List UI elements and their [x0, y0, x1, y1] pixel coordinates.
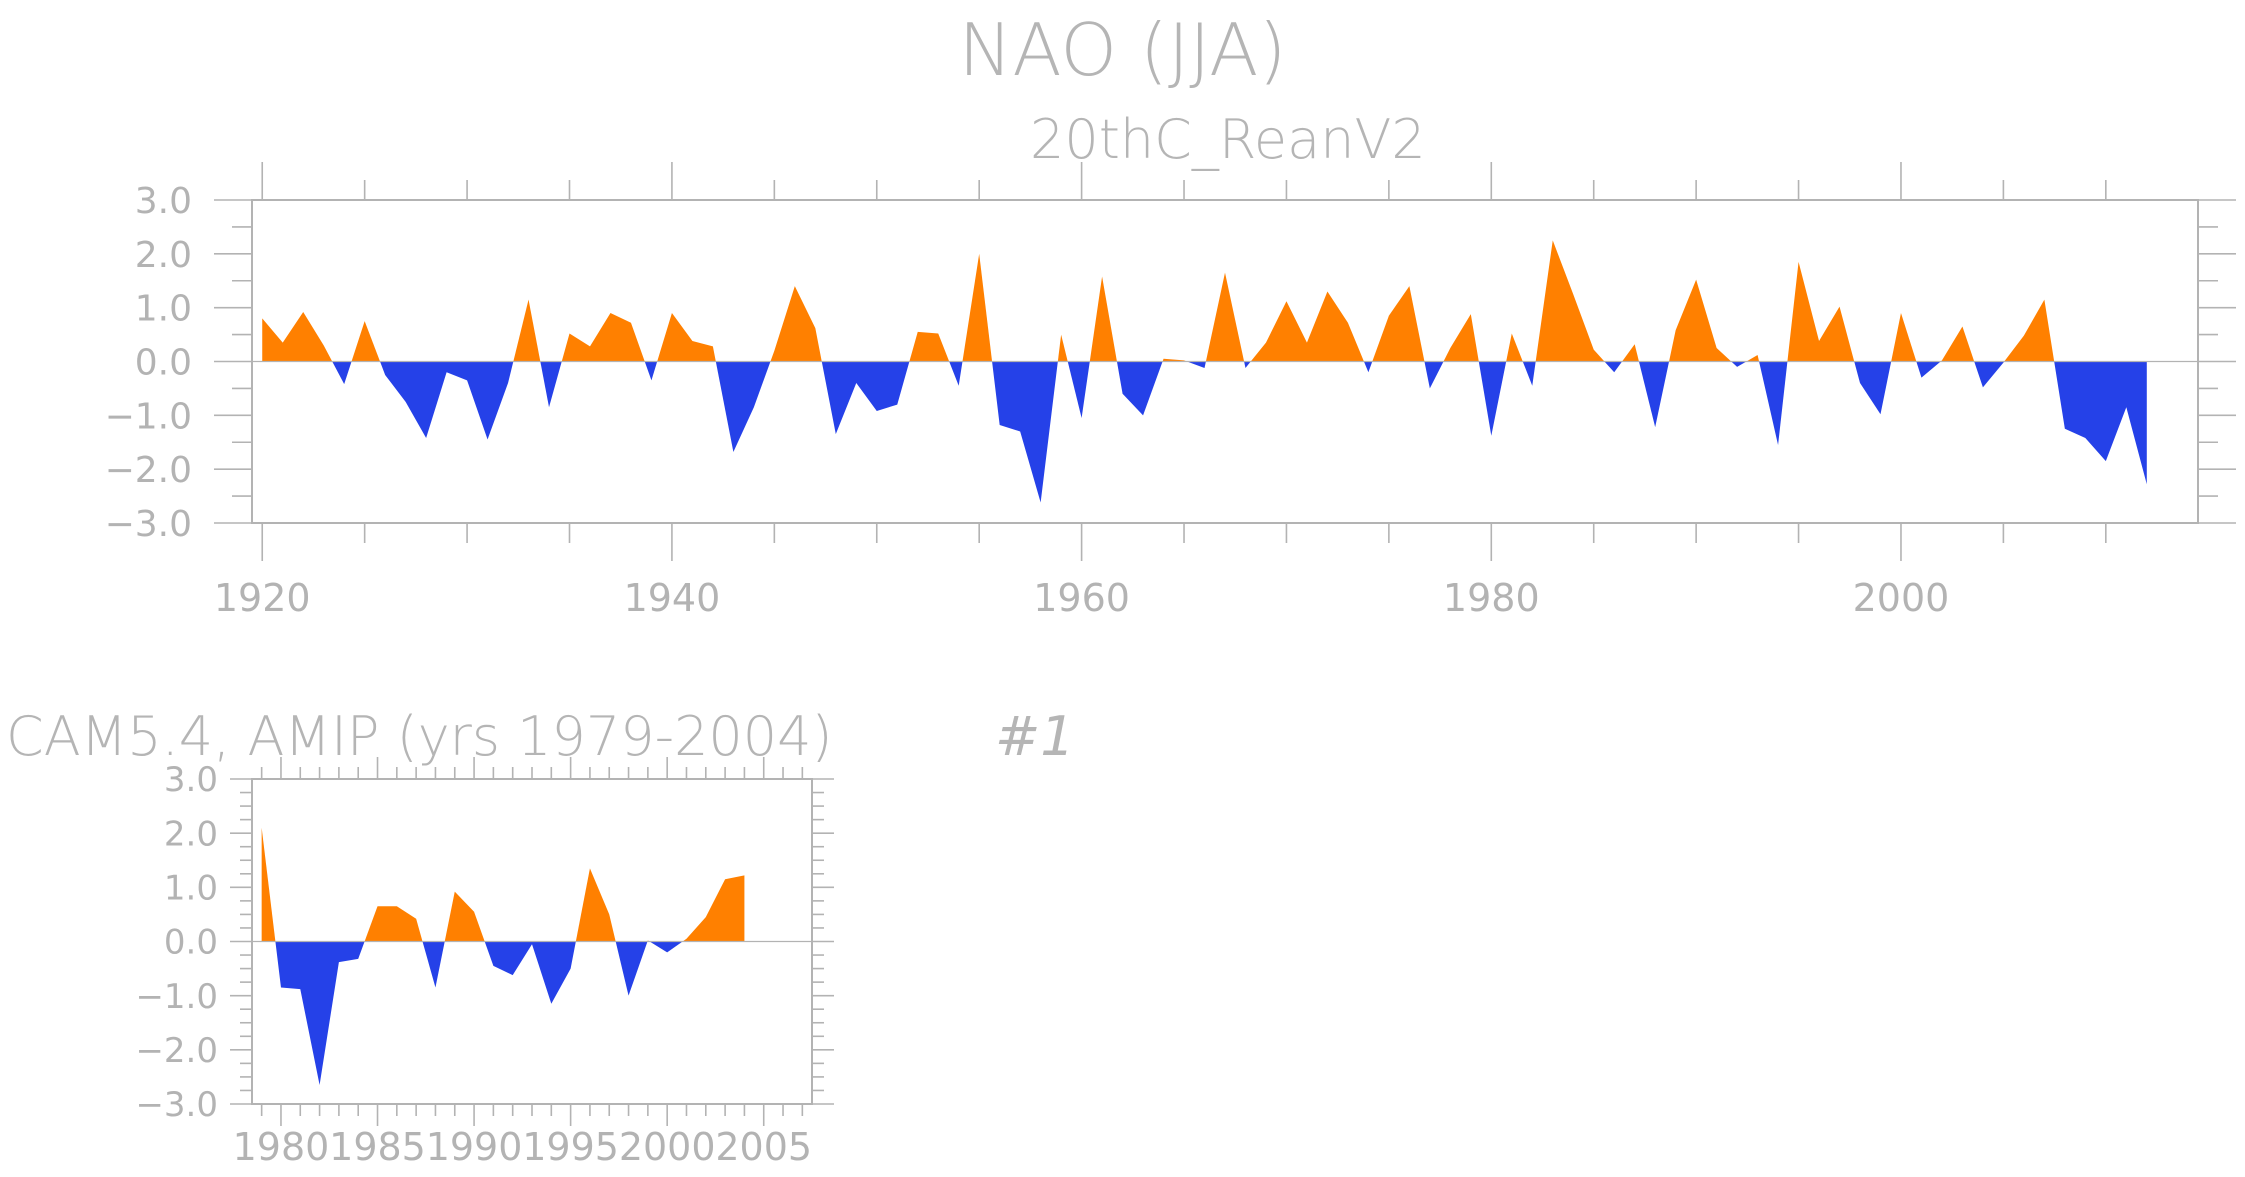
bottom-y-tick-label: −1.0 [135, 977, 218, 1017]
top-y-tick-label: 2.0 [135, 235, 192, 276]
top-positive-area-32 [1535, 240, 1605, 362]
top-positive-area-0 [262, 311, 333, 362]
bottom-y-tick-label: 1.0 [164, 869, 218, 909]
bottom-x-tick-label: 2000 [619, 1125, 716, 1169]
bottom-negative-area-7 [615, 941, 648, 996]
top-positive-area-46 [2004, 299, 2055, 362]
bottom-x-tick-label: 1995 [522, 1125, 619, 1169]
top-negative-area-15 [992, 361, 1058, 503]
top-y-tick-label: −2.0 [105, 450, 192, 491]
top-positive-area-16 [1057, 334, 1068, 362]
top-negative-area-33 [1604, 361, 1623, 373]
chart-main-title: NAO (JJA) [958, 8, 1287, 92]
top-negative-area-19 [1116, 361, 1163, 416]
top-negative-area-3 [380, 361, 514, 440]
bottom-negative-area-3 [422, 941, 445, 988]
bottom-positive-area-0 [261, 827, 276, 942]
top-positive-area-8 [657, 313, 716, 362]
top-x-tick-label: 2000 [1853, 576, 1950, 620]
top-negative-area-7 [644, 361, 658, 381]
top-negative-area-27 [1424, 361, 1444, 389]
bottom-panel: 3.0 2.0 1.0 0.0 −1.0 −2.0 −3.0 1980 1985 1990 1995… [135, 757, 834, 1169]
top-x-tick-label: 1920 [214, 576, 311, 620]
top-x-tick-label: 1940 [624, 576, 721, 620]
bottom-panel-tag: #1 [995, 705, 1075, 768]
top-positive-area-40 [1787, 261, 1855, 362]
bottom-panel-title: CAM5.4, AMIP (yrs 1979-2004) [6, 705, 833, 768]
top-positive-area-22 [1205, 272, 1245, 362]
top-negative-area-39 [1759, 361, 1788, 445]
top-positive-area-18 [1089, 276, 1117, 362]
top-negative-area-43 [1916, 361, 1941, 378]
top-positive-area-38 [1746, 355, 1760, 362]
bottom-x-tick-label: 2005 [715, 1125, 812, 1169]
bottom-negative-area-1 [275, 941, 365, 1086]
top-positive-area-30 [1506, 333, 1523, 362]
top-positive-area-44 [1940, 326, 1975, 362]
bottom-x-tick-label: 1980 [233, 1125, 330, 1169]
top-negative-area-9 [715, 361, 771, 452]
bottom-positive-area-2 [364, 906, 423, 942]
top-positive-area-42 [1891, 313, 1917, 362]
bottom-y-tick-label: 2.0 [164, 814, 218, 854]
top-negative-area-17 [1067, 361, 1090, 419]
bottom-negative-area-5 [484, 941, 576, 1004]
top-y-tick-label: 3.0 [135, 181, 192, 222]
bottom-y-tick-label: −2.0 [135, 1031, 218, 1071]
top-negative-area-45 [1974, 361, 2005, 388]
top-negative-area-37 [1731, 361, 1747, 367]
top-positive-area-6 [561, 313, 645, 362]
top-negative-area-1 [332, 361, 352, 385]
top-negative-area-29 [1478, 361, 1507, 436]
top-x-tick-label: 1960 [1033, 576, 1130, 620]
top-positive-area-28 [1443, 314, 1479, 362]
top-negative-area-47 [2054, 361, 2147, 485]
top-negative-area-35 [1638, 361, 1670, 428]
top-panel-subtitle: 20thC_ReanV2 [1030, 108, 1426, 171]
top-positive-area-34 [1622, 344, 1639, 362]
top-negative-area-5 [540, 361, 562, 408]
bottom-x-tick-label: 1990 [426, 1125, 523, 1169]
top-positive-area-10 [770, 286, 822, 362]
top-negative-area-25 [1363, 361, 1373, 373]
top-positive-area-12 [909, 331, 950, 362]
bottom-y-tick-label: −3.0 [135, 1085, 218, 1125]
top-positive-area-36 [1669, 279, 1732, 362]
top-negative-area-41 [1854, 361, 1892, 415]
top-negative-area-13 [949, 361, 963, 386]
top-positive-area-24 [1250, 291, 1364, 362]
top-y-tick-label: −3.0 [105, 504, 192, 545]
top-negative-area-11 [821, 361, 910, 435]
bottom-positive-area-6 [575, 868, 616, 942]
top-positive-area-14 [962, 253, 993, 362]
top-positive-area-2 [351, 321, 381, 362]
top-negative-area-21 [1186, 361, 1206, 368]
bottom-y-tick-label: 0.0 [164, 923, 218, 963]
bottom-positive-area-4 [444, 891, 485, 942]
top-negative-area-23 [1244, 361, 1251, 368]
top-negative-area-31 [1522, 361, 1536, 386]
top-x-tick-label: 1980 [1443, 576, 1540, 620]
bottom-y-tick-label: 3.0 [164, 760, 218, 800]
top-positive-area-20 [1162, 358, 1187, 362]
bottom-negative-area-9 [649, 941, 683, 953]
top-y-tick-label: 0.0 [135, 342, 192, 383]
bottom-positive-area-10 [682, 875, 745, 942]
top-positive-area-4 [513, 299, 541, 362]
top-panel: 3.0 2.0 1.0 0.0 −1.0 −2.0 −3.0 1920 1940 1960 1980… [105, 162, 2236, 620]
top-y-tick-label: 1.0 [135, 289, 192, 330]
top-positive-area-26 [1372, 286, 1425, 362]
top-y-tick-label: −1.0 [105, 396, 192, 437]
bottom-x-tick-label: 1985 [329, 1125, 426, 1169]
